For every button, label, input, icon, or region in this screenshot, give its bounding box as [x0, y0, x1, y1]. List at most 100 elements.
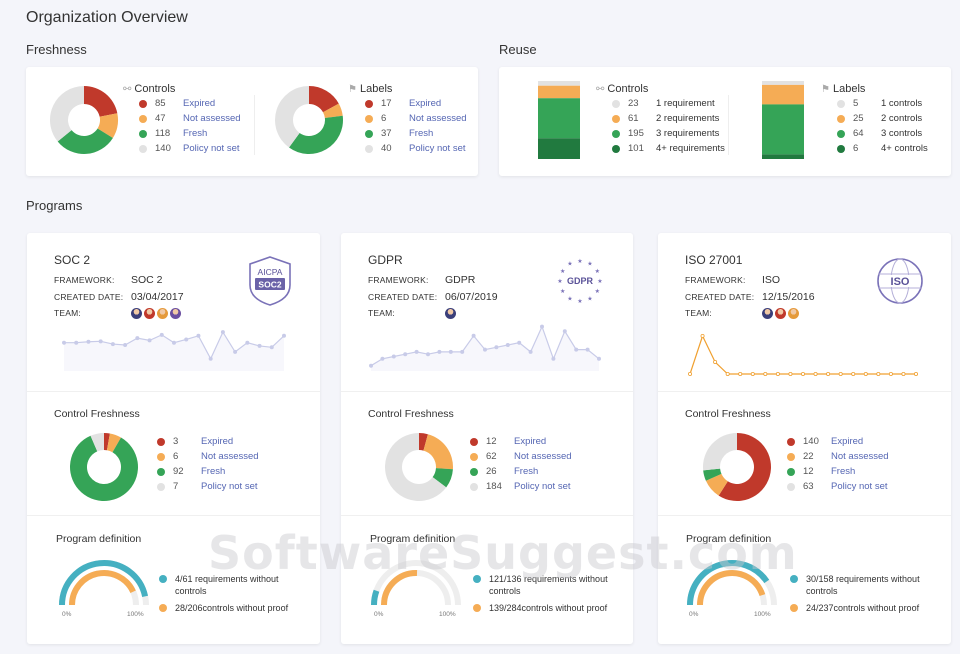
legend-label[interactable]: Not assessed [201, 451, 259, 462]
trend-point[interactable] [688, 372, 692, 376]
legend-label[interactable]: Expired [831, 436, 864, 447]
trend-point[interactable] [380, 356, 385, 361]
trend-point[interactable] [826, 372, 831, 377]
team-avatars[interactable] [762, 307, 799, 319]
donut-slice[interactable] [50, 86, 84, 142]
legend-label[interactable]: Not assessed [514, 451, 572, 462]
donut-slice[interactable] [423, 434, 453, 470]
legend-label[interactable]: Not assessed [831, 451, 889, 462]
trend-point[interactable] [62, 340, 66, 345]
trend-point[interactable] [596, 356, 601, 361]
legend-label[interactable]: Expired [409, 98, 442, 109]
program-name[interactable]: SOC 2 [54, 253, 91, 267]
legend-label[interactable]: Not assessed [183, 113, 241, 124]
trend-point[interactable] [700, 333, 705, 339]
bar-segment[interactable] [538, 138, 580, 159]
bar-segment[interactable] [762, 154, 804, 159]
trend-point[interactable] [483, 347, 488, 352]
legend-item[interactable]: 140 Expired [787, 434, 889, 449]
legend-label[interactable]: Expired [183, 98, 216, 109]
donut-slice[interactable] [703, 433, 737, 471]
freshness-controls-donut[interactable] [49, 85, 119, 155]
team-member-avatar[interactable] [788, 307, 799, 319]
trend-point[interactable] [281, 333, 286, 338]
donut-slice[interactable] [718, 433, 771, 501]
legend-item[interactable]: 25 2 controls [837, 111, 928, 126]
bar-segment[interactable] [538, 85, 580, 99]
donut-slice[interactable] [275, 86, 309, 148]
program-card[interactable]: ISO 27001 FRAMEWORK: ISO CREATED DATE: 12/… [658, 233, 951, 644]
trend-point[interactable] [98, 339, 103, 344]
program-definition-gauge[interactable] [58, 555, 150, 611]
legend-item[interactable]: 3 Expired [157, 434, 259, 449]
donut-slice[interactable] [432, 468, 453, 488]
trend-point[interactable] [801, 372, 806, 377]
program-name[interactable]: GDPR [368, 253, 403, 267]
trend-point[interactable] [888, 372, 893, 377]
legend-item[interactable]: 6 Not assessed [157, 449, 259, 464]
team-member-avatar[interactable] [762, 307, 773, 319]
legend-item[interactable]: 40 Policy not set [365, 141, 467, 156]
program-definition-gauge[interactable] [686, 555, 778, 611]
legend-item[interactable]: 63 Policy not set [787, 479, 889, 494]
donut-slice[interactable] [57, 128, 113, 154]
definition-item[interactable]: 121/136 requirements without controls [473, 573, 621, 597]
trend-point[interactable] [750, 372, 755, 377]
reuse-labels-bar[interactable] [762, 81, 804, 159]
legend-item[interactable]: 140 Policy not set [139, 141, 241, 156]
trend-point[interactable] [245, 340, 250, 345]
legend-item[interactable]: 37 Fresh [365, 126, 467, 141]
trend-point[interactable] [448, 349, 453, 354]
donut-slice[interactable] [97, 113, 118, 138]
trend-point[interactable] [437, 349, 442, 354]
trend-point[interactable] [460, 349, 465, 354]
trend-point[interactable] [403, 352, 408, 357]
bar-segment[interactable] [538, 81, 580, 86]
legend-label[interactable]: Fresh [831, 466, 856, 477]
trend-point[interactable] [74, 340, 79, 345]
legend-item[interactable]: 12 Expired [470, 434, 572, 449]
trend-point[interactable] [551, 356, 556, 361]
legend-label[interactable]: Fresh [409, 128, 434, 139]
trend-point[interactable] [574, 347, 579, 352]
definition-item[interactable]: 28/206controls without proof [159, 602, 309, 614]
team-member-avatar[interactable] [445, 307, 456, 319]
trend-point[interactable] [775, 372, 780, 377]
legend-item[interactable]: 7 Policy not set [157, 479, 259, 494]
legend-item[interactable]: 6 Not assessed [365, 111, 467, 126]
legend-label[interactable]: Policy not set [201, 481, 258, 492]
legend-item[interactable]: 17 Expired [365, 96, 467, 111]
donut-slice[interactable] [705, 473, 728, 496]
trend-point[interactable] [913, 372, 918, 377]
trend-point[interactable] [220, 330, 225, 335]
reuse-controls-bar[interactable] [538, 81, 580, 159]
trend-point[interactable] [713, 359, 718, 364]
program-card[interactable]: SOC 2 FRAMEWORK: SOC 2 CREATED DATE: 03/04… [27, 233, 320, 644]
trend-point[interactable] [517, 340, 522, 345]
trend-point[interactable] [369, 363, 373, 368]
trend-point[interactable] [876, 372, 881, 377]
trend-point[interactable] [863, 372, 868, 377]
definition-item[interactable]: 4/61 requirements without controls [159, 573, 309, 597]
legend-item[interactable]: 64 3 controls [837, 126, 928, 141]
trend-point[interactable] [414, 349, 419, 354]
trend-point[interactable] [738, 372, 743, 377]
activity-trend-chart[interactable] [688, 333, 918, 379]
team-member-avatar[interactable] [170, 307, 181, 319]
donut-slice[interactable] [309, 86, 339, 113]
team-member-avatar[interactable] [144, 307, 155, 319]
trend-point[interactable] [184, 337, 189, 342]
legend-item[interactable]: 12 Fresh [787, 464, 889, 479]
trend-point[interactable] [725, 372, 730, 377]
donut-slice[interactable] [419, 433, 428, 451]
team-member-avatar[interactable] [775, 307, 786, 319]
legend-item[interactable]: 61 2 requirements [612, 111, 725, 126]
legend-label[interactable]: Expired [514, 436, 547, 447]
legend-label[interactable]: Fresh [183, 128, 208, 139]
control-freshness-donut[interactable] [69, 432, 139, 502]
trend-point[interactable] [901, 372, 906, 377]
legend-label[interactable]: Fresh [201, 466, 226, 477]
legend-item[interactable]: 5 1 controls [837, 96, 928, 111]
freshness-labels-donut[interactable] [274, 85, 344, 155]
legend-label[interactable]: Not assessed [409, 113, 467, 124]
